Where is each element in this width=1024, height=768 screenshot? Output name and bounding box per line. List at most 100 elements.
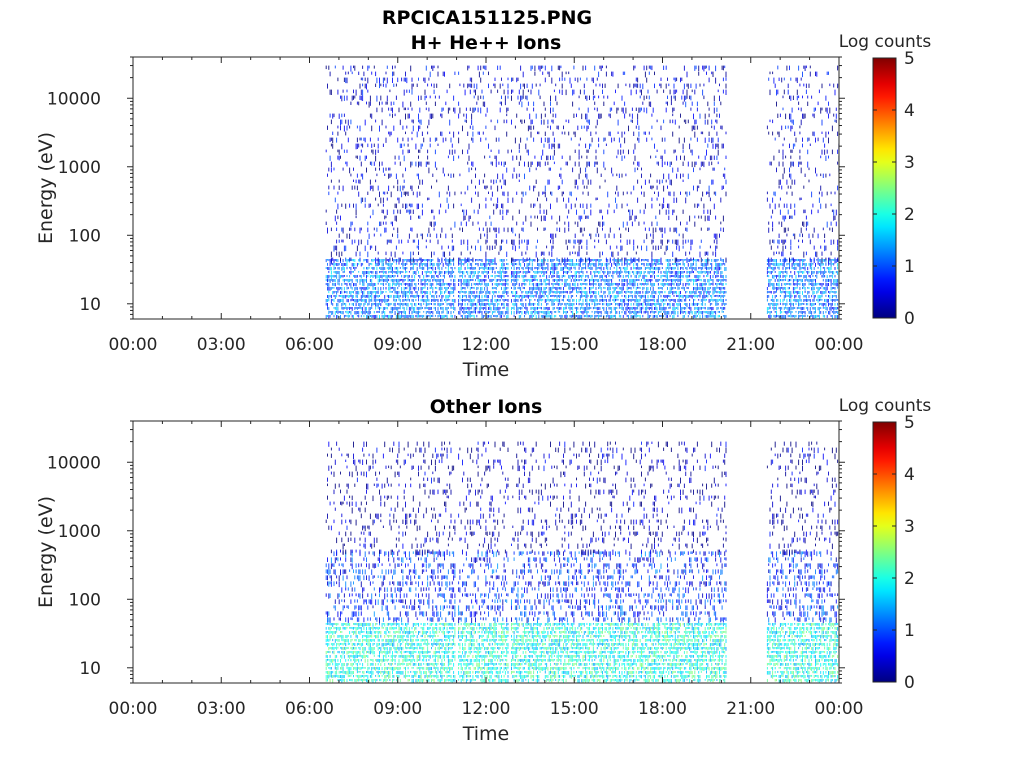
spectrogram-cell <box>403 291 405 295</box>
spectrogram-cell <box>438 209 440 215</box>
spectrogram-cell <box>337 315 339 318</box>
spectrogram-cell <box>522 71 524 78</box>
spectrogram-cell <box>694 259 696 262</box>
spectrogram-cell <box>356 311 358 315</box>
spectrogram-cell <box>696 101 698 107</box>
spectrogram-cell <box>656 185 658 190</box>
spectrogram-cell <box>459 279 461 282</box>
spectrogram-cell <box>595 287 597 290</box>
spectrogram-cell <box>674 149 676 153</box>
spectrogram-cell <box>471 315 473 317</box>
spectrogram-cell <box>385 287 387 290</box>
spectrogram-cell <box>354 259 356 262</box>
spectrogram-cell <box>633 149 635 154</box>
spectrogram-cell <box>332 303 334 306</box>
spectrogram-cell <box>488 83 489 89</box>
spectrogram-cell <box>358 71 360 75</box>
spectrogram-cell <box>654 291 655 294</box>
spectrogram-cell <box>330 311 332 315</box>
spectrogram-cell <box>699 307 701 310</box>
spectrogram-cell <box>517 271 519 274</box>
spectrogram-cell <box>530 119 532 125</box>
spectrogram-cell <box>669 315 671 318</box>
spectrogram-cell <box>565 283 567 287</box>
spectrogram-cell <box>403 191 405 195</box>
spectrogram-cell <box>668 279 670 282</box>
spectrogram-cell <box>585 283 587 286</box>
spectrogram-cell <box>450 173 452 178</box>
spectrogram-cell <box>351 185 353 190</box>
spectrogram-cell <box>376 263 378 267</box>
spectrogram-cell <box>485 275 487 278</box>
spectrogram-cell <box>354 239 356 244</box>
spectrogram-cell <box>693 185 694 191</box>
spectrogram-cell <box>522 283 524 285</box>
spectrogram-cell <box>329 71 331 77</box>
spectrogram-cell <box>589 283 590 286</box>
spectrogram-cell <box>431 267 432 270</box>
spectrogram-cell <box>599 221 601 227</box>
spectrogram-cell <box>540 113 542 119</box>
spectrogram-cell <box>472 125 474 130</box>
spectrogram-cell <box>602 299 603 302</box>
spectrogram-cell <box>419 295 421 297</box>
spectrogram-cell <box>540 215 542 222</box>
spectrogram-cell <box>539 283 541 286</box>
spectrogram-cell <box>490 197 492 201</box>
spectrogram-cell <box>405 113 406 120</box>
spectrogram-cell <box>547 295 549 299</box>
spectrogram-cell <box>629 283 631 286</box>
spectrogram-cell <box>618 173 620 178</box>
spectrogram-cell <box>423 275 425 279</box>
spectrogram-cell <box>454 267 456 270</box>
spectrogram-cell <box>375 275 377 279</box>
spectrogram-cell <box>433 271 435 273</box>
spectrogram-cell <box>427 233 429 237</box>
spectrogram-cell <box>367 271 369 274</box>
spectrogram-cell <box>613 137 615 142</box>
spectrogram-cell <box>475 307 476 311</box>
spectrogram-cell <box>520 259 522 261</box>
spectrogram-cell <box>661 283 663 286</box>
spectrogram-cell <box>414 283 416 286</box>
spectrogram-cell <box>587 315 589 318</box>
spectrogram-cell <box>485 299 487 302</box>
spectrogram-cell <box>539 295 541 299</box>
spectrogram-cell <box>629 279 631 283</box>
spectrogram-cell <box>620 233 622 238</box>
spectrogram-cell <box>494 155 496 159</box>
spectrogram-cell <box>680 283 681 285</box>
spectrogram-cell <box>631 291 633 294</box>
spectrogram-cell <box>356 185 358 191</box>
spectrogram-cell <box>618 283 620 286</box>
spectrogram-cell <box>561 89 563 95</box>
spectrogram-cell <box>428 271 430 273</box>
spectrogram-cell <box>664 307 666 311</box>
spectrogram-cell <box>535 283 537 287</box>
spectrogram-cell <box>420 263 422 266</box>
spectrogram-cell <box>522 279 524 283</box>
spectrogram-cell <box>342 299 344 303</box>
spectrogram-cell <box>635 287 637 291</box>
spectrogram-cell <box>517 77 519 81</box>
spectrogram-cell <box>406 125 408 129</box>
spectrogram-cell <box>434 101 436 106</box>
spectrogram-cell <box>373 259 375 261</box>
spectrogram-cell <box>642 307 644 310</box>
spectrogram-cell <box>423 315 425 318</box>
spectrogram-cell <box>462 287 463 290</box>
spectrogram-cell <box>527 291 529 294</box>
spectrogram-cell <box>566 161 568 166</box>
spectrogram-cell <box>343 287 345 291</box>
spectrogram-cell <box>424 95 426 101</box>
spectrogram-cell <box>399 209 401 214</box>
spectrogram-cell <box>655 315 657 318</box>
spectrogram-cell <box>568 267 570 271</box>
spectrogram-cell <box>595 267 597 271</box>
spectrogram-cell <box>364 299 366 303</box>
spectrogram-cell <box>669 263 671 267</box>
spectrogram-cell <box>403 299 405 302</box>
spectrogram-cell <box>329 315 331 318</box>
spectrogram-cell <box>441 227 443 233</box>
spectrogram-cell <box>628 209 629 213</box>
